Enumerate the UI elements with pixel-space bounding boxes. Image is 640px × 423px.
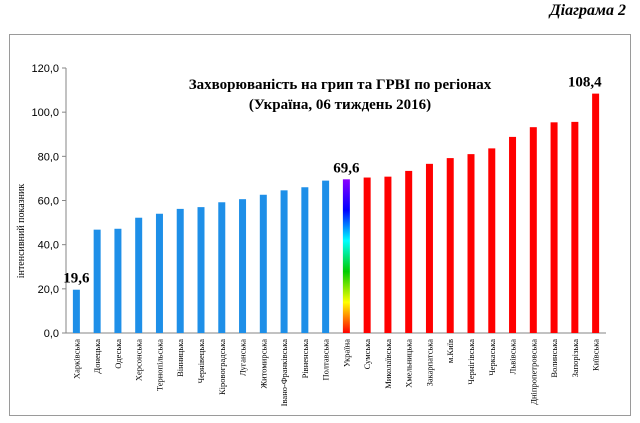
bar (93, 229, 101, 333)
category-label: Херсонська (134, 339, 144, 381)
bar (197, 207, 205, 333)
category-label: Сумська (362, 339, 372, 370)
data-label: 108,4 (568, 75, 602, 91)
category-label: Волинська (549, 339, 559, 378)
category-label: Запорізька (570, 339, 580, 378)
chart-title-line2: (Україна, 06 тиждень 2016) (249, 97, 431, 113)
bar (550, 122, 558, 333)
bar (72, 289, 80, 333)
category-label: Миколаївська (383, 339, 393, 389)
bar (218, 202, 226, 333)
category-label: Дніпропетровська (528, 339, 538, 405)
bar (259, 194, 267, 333)
data-label: 69,6 (333, 160, 360, 176)
category-label: Кіровоградська (217, 339, 227, 395)
category-label: Житомирська (258, 339, 268, 389)
y-tick-label: 60,0 (38, 196, 59, 208)
bar (280, 190, 288, 333)
category-label: Львівська (508, 339, 518, 375)
category-label: Рівненська (300, 339, 310, 379)
category-label: Київська (591, 339, 601, 371)
bar (592, 93, 600, 333)
bar (363, 177, 371, 333)
bar (425, 163, 433, 333)
y-tick-label: 80,0 (38, 151, 59, 163)
category-label: Україна (341, 339, 351, 367)
category-label: Полтавська (321, 339, 331, 381)
category-label: Донецька (92, 339, 102, 374)
chart-title-line1: Захворюваність на грип та ГРВІ по регіон… (189, 77, 492, 93)
y-tick-label: 20,0 (38, 284, 59, 296)
category-label: м.Київ (445, 339, 455, 363)
category-label: Чернігівська (466, 339, 476, 385)
bar (446, 158, 454, 333)
bar (467, 154, 475, 333)
bar (571, 121, 579, 333)
category-label: Чернівецька (196, 339, 206, 384)
category-label: Черкаська (487, 339, 497, 376)
category-label: Івано-Франківська (279, 339, 289, 407)
bar (509, 136, 517, 333)
diagram-caption: Діаграма 2 (549, 2, 626, 19)
y-tick-label: 100,0 (31, 107, 59, 119)
bar (301, 187, 309, 333)
category-label: Луганська (238, 339, 248, 376)
bar (155, 213, 163, 333)
category-label: Харківська (71, 339, 81, 379)
category-label: Хмельницька (404, 339, 414, 388)
y-axis-label: інтенсивний показник (16, 184, 27, 279)
chart-frame: Захворюваність на грип та ГРВІ по регіон… (9, 34, 631, 416)
bar (488, 148, 496, 333)
bar (239, 199, 247, 333)
bar-chart: Захворюваність на грип та ГРВІ по регіон… (16, 63, 606, 407)
bar (114, 228, 122, 333)
category-label: Тернопільська (154, 339, 164, 391)
bar (135, 217, 143, 333)
bars (72, 93, 600, 333)
bar (342, 179, 350, 333)
bar (405, 170, 413, 333)
data-labels: 19,6 69,6 108,4 (63, 75, 602, 287)
category-label: Вінницька (175, 339, 185, 377)
y-tick-label: 40,0 (38, 240, 59, 252)
category-label: Закарпатська (424, 339, 434, 387)
bar (322, 180, 330, 333)
y-tick-label: 0,0 (44, 328, 59, 340)
bar (384, 176, 392, 333)
bar (529, 127, 537, 333)
data-label: 19,6 (63, 271, 90, 287)
category-label: Одеська (113, 339, 123, 369)
bar (176, 208, 184, 333)
category-labels: Харківська Донецька Одеська Херсонська Терно… (71, 339, 600, 407)
y-tick-label: 120,0 (31, 63, 59, 75)
